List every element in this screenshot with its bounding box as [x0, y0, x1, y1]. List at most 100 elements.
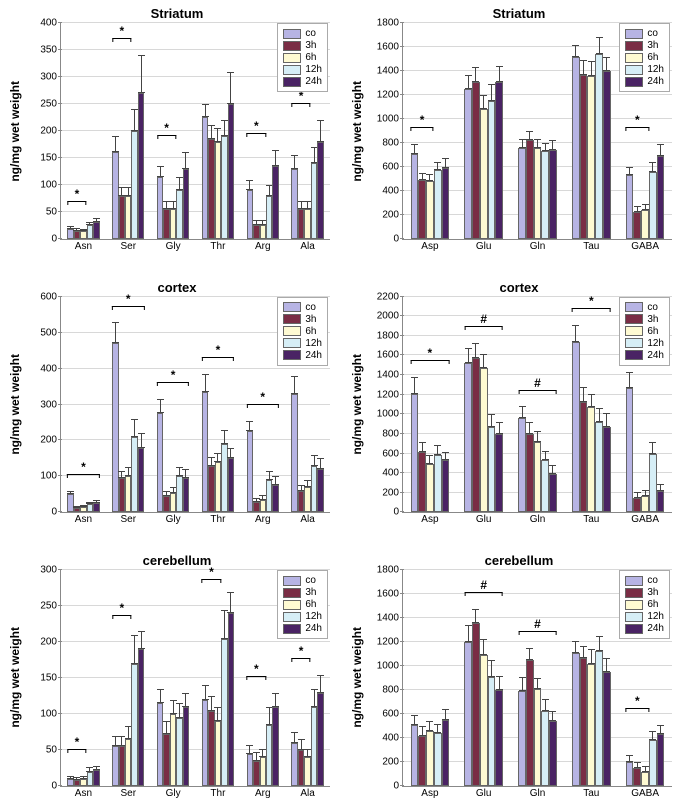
plot-area: 050100150200250300350400*****AsnSerGlyTh… — [60, 23, 330, 240]
error-bar — [160, 689, 161, 703]
y-tick-label: 250 — [40, 601, 57, 612]
x-tick-label: Gln — [530, 514, 546, 525]
bar — [418, 452, 426, 513]
legend-swatch — [283, 29, 301, 39]
bar — [518, 148, 526, 239]
error-bar — [445, 158, 446, 168]
error-bar — [262, 220, 263, 225]
y-tick-label: 300 — [40, 565, 57, 576]
legend-label: 24h — [647, 350, 664, 361]
plot-area: 0200400600800100012001400160018002000220… — [402, 297, 672, 514]
bar — [183, 169, 189, 239]
chart-panel: ng/mg wet weightcerebellum05010015020025… — [6, 553, 330, 803]
y-tick-label: 600 — [40, 291, 57, 302]
error-bar — [320, 458, 321, 469]
error-bar — [128, 467, 129, 476]
error-bar — [422, 726, 423, 736]
bar — [641, 772, 649, 786]
error-bar — [70, 226, 71, 229]
x-tick-label: Gly — [166, 514, 181, 525]
bar — [426, 181, 434, 239]
sig-marker: * — [626, 694, 649, 712]
x-tick-label: Ser — [120, 788, 136, 799]
x-tick-label: Glu — [476, 514, 492, 525]
bar — [534, 689, 542, 786]
sig-marker: * — [202, 565, 221, 583]
bar — [626, 388, 634, 513]
legend-item: 24h — [625, 350, 664, 361]
y-axis-label: ng/mg wet weight — [6, 280, 24, 530]
bar — [595, 54, 603, 239]
bar — [272, 485, 278, 512]
bar — [518, 418, 526, 512]
bar — [603, 427, 611, 512]
bar — [228, 613, 234, 786]
error-bar — [491, 660, 492, 677]
bar — [418, 180, 426, 239]
x-tick-label: Asn — [75, 241, 92, 252]
error-bar — [537, 139, 538, 147]
legend-swatch — [283, 326, 301, 336]
bar — [657, 734, 665, 786]
y-tick-label: 1400 — [377, 613, 399, 624]
error-bar — [637, 206, 638, 212]
error-bar — [499, 66, 500, 82]
bar — [534, 148, 542, 239]
legend-swatch — [625, 350, 643, 360]
bar — [595, 651, 603, 786]
sig-marker: * — [112, 24, 131, 42]
error-bar — [301, 201, 302, 209]
error-bar — [262, 749, 263, 758]
y-tick-label: 1800 — [377, 565, 399, 576]
bar — [626, 175, 634, 238]
error-bar — [483, 639, 484, 656]
error-bar — [294, 376, 295, 394]
y-axis-label: ng/mg wet weight — [348, 280, 366, 530]
error-bar — [128, 187, 129, 195]
sig-marker: * — [411, 346, 450, 364]
y-tick-label: 1600 — [377, 589, 399, 600]
legend-swatch — [625, 41, 643, 51]
legend-swatch — [283, 302, 301, 312]
error-bar — [522, 406, 523, 418]
bar — [495, 82, 503, 239]
bar — [633, 498, 641, 513]
sig-marker: * — [112, 601, 131, 619]
error-bar — [583, 387, 584, 402]
legend-item: co — [625, 28, 664, 39]
x-tick-label: Ala — [300, 788, 314, 799]
legend-swatch — [283, 338, 301, 348]
y-tick-label: 200 — [40, 435, 57, 446]
error-bar — [445, 452, 446, 461]
error-bar — [307, 201, 308, 209]
sig-marker: * — [157, 121, 176, 139]
legend-swatch — [625, 326, 643, 336]
error-bar — [429, 721, 430, 731]
error-bar — [652, 442, 653, 454]
bar — [480, 368, 488, 512]
error-bar — [70, 776, 71, 779]
legend-label: co — [305, 575, 316, 586]
legend-swatch — [283, 612, 301, 622]
bar — [442, 168, 450, 239]
x-tick-label: Thr — [210, 241, 225, 252]
bar — [541, 151, 549, 238]
bar — [549, 150, 557, 239]
legend-item: 6h — [625, 599, 664, 610]
error-bar — [217, 453, 218, 462]
x-tick-label: Asp — [421, 788, 438, 799]
error-bar — [660, 484, 661, 491]
chart-panel: ng/mg wet weightcerebellum02004006008001… — [348, 553, 672, 803]
bar — [534, 442, 542, 513]
y-tick-label: 200 — [40, 125, 57, 136]
legend-item: co — [283, 302, 322, 313]
legend-item: 3h — [283, 314, 322, 325]
legend-label: 3h — [647, 587, 658, 598]
bar — [472, 82, 480, 239]
x-tick-label: Gly — [166, 241, 181, 252]
plot-area: 020040060080010001200140016001800**AspGl… — [402, 23, 672, 240]
error-bar — [499, 676, 500, 690]
error-bar — [660, 725, 661, 735]
error-bar — [96, 766, 97, 770]
legend-label: 12h — [647, 338, 664, 349]
